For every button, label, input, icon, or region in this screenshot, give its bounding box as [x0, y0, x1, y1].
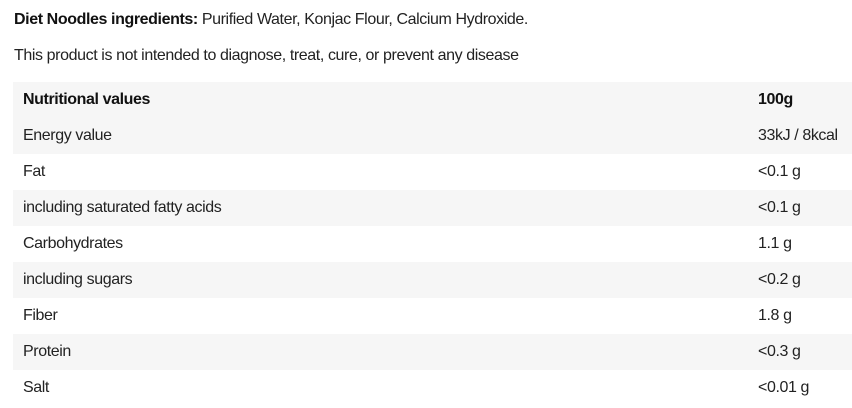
- row-name: Protein: [23, 343, 71, 360]
- row-name: Salt: [23, 379, 49, 396]
- row-value: <0.01 g: [758, 379, 810, 396]
- row-value: 1.8 g: [758, 307, 792, 324]
- table-row: Energy value 33kJ / 8kcal: [13, 118, 852, 154]
- row-name: Fiber: [23, 307, 58, 324]
- nutrition-table: Nutritional values 100g Energy value 33kJ…: [13, 82, 852, 406]
- row-name: including sugars: [23, 271, 133, 288]
- row-name: Energy value: [23, 127, 112, 144]
- table-row: Protein <0.3 g: [13, 334, 852, 370]
- row-value: 1.1 g: [758, 235, 792, 252]
- table-row: Carbohydrates 1.1 g: [13, 226, 852, 262]
- table-row: Fat <0.1 g: [13, 154, 852, 190]
- row-value: <0.1 g: [758, 199, 801, 216]
- table-header-row: Nutritional values 100g: [13, 82, 852, 118]
- ingredients-label: Diet Noodles ingredients:: [14, 11, 198, 28]
- row-value: <0.3 g: [758, 343, 801, 360]
- header-value: 100g: [758, 91, 793, 108]
- table-row: including saturated fatty acids <0.1 g: [13, 190, 852, 226]
- row-value: 33kJ / 8kcal: [758, 127, 838, 144]
- table-row: including sugars <0.2 g: [13, 262, 852, 298]
- row-name: Fat: [23, 163, 45, 180]
- ingredients-list: Purified Water, Konjac Flour, Calcium Hy…: [197, 11, 529, 28]
- row-value: <0.1 g: [758, 163, 801, 180]
- row-name: Carbohydrates: [23, 235, 123, 252]
- header-name: Nutritional values: [23, 91, 151, 108]
- table-row: Fiber 1.8 g: [13, 298, 852, 334]
- ingredients-text: Diet Noodles ingredients: Purified Water…: [14, 11, 528, 29]
- row-value: <0.2 g: [758, 271, 801, 288]
- row-name: including saturated fatty acids: [23, 199, 222, 216]
- disclaimer-text: This product is not intended to diagnose…: [14, 47, 519, 64]
- table-row: Salt <0.01 g: [13, 370, 852, 406]
